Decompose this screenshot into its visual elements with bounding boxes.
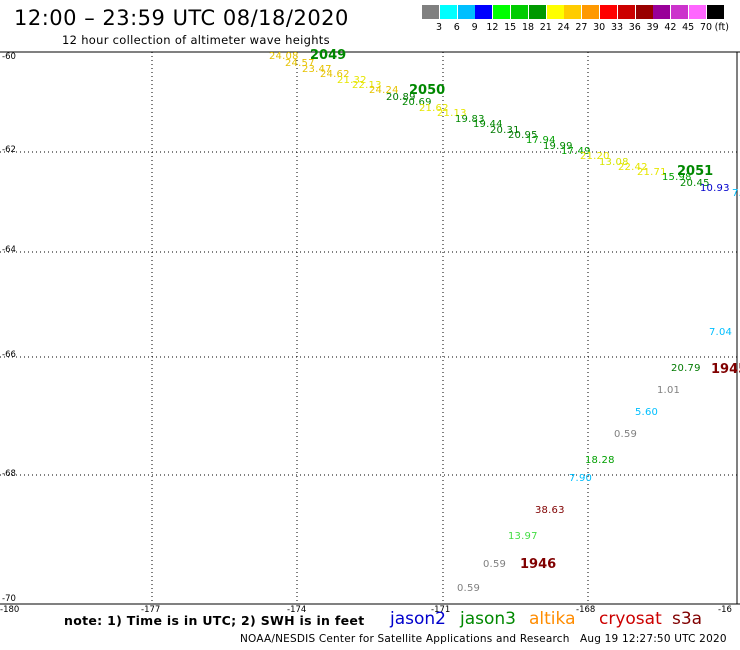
color-swatch (635, 5, 653, 19)
longitude-label: -168 (576, 605, 596, 615)
longitude-label: -16 (718, 605, 732, 615)
wave-height-value: 17.94 (526, 135, 556, 146)
wave-height-value: 19.44 (473, 119, 503, 130)
pass-number: 2050 (409, 83, 446, 98)
color-swatch (689, 5, 706, 19)
wave-height-value: 1.01 (657, 385, 681, 396)
wave-height-value: 19.99 (543, 141, 573, 152)
latitude-label: -68 (2, 469, 16, 479)
longitude-label: -171 (431, 605, 451, 615)
color-scale-label: 42 (664, 22, 677, 33)
wave-height-value: 0.59 (614, 429, 638, 440)
wave-height-value: 22.13 (352, 80, 382, 91)
wave-height-value: 20.79 (671, 363, 701, 374)
satellite-legend-item: jason3 (460, 609, 516, 629)
color-swatch (582, 5, 600, 19)
wave-height-value: 0.59 (457, 583, 481, 594)
wave-height-value: 21.62 (419, 103, 449, 114)
color-swatch (439, 5, 457, 19)
color-scale-label: 39 (646, 22, 659, 33)
pass-number: 1945 (711, 362, 740, 377)
color-scale-label: 36 (628, 22, 641, 33)
wave-height-value: 20.31 (490, 125, 520, 136)
color-scale-label: 3 (435, 22, 443, 33)
latitude-label: -62 (2, 145, 16, 155)
color-swatch (511, 5, 528, 19)
longitude-label: -177 (141, 605, 161, 615)
wave-height-value: 20.95 (508, 130, 538, 141)
wave-height-value: 21.13 (437, 108, 467, 119)
satellite-legend-item: altika (529, 609, 576, 629)
wave-height-value: 20.69 (402, 97, 432, 108)
wave-height-value: 13.97 (508, 531, 538, 542)
satellite-legend-item: jason2 (390, 609, 446, 629)
wave-height-value: 23.47 (302, 64, 332, 75)
color-swatch (600, 5, 617, 19)
wave-height-value: 19.83 (455, 114, 485, 125)
color-scale-unit: (ft) (714, 22, 729, 33)
wave-height-value: 7.90 (569, 473, 593, 484)
color-swatch (493, 5, 511, 19)
wave-height-value: 22.42 (618, 162, 648, 173)
color-scale-label: 6 (453, 22, 460, 33)
color-scale-label: 21 (539, 22, 552, 33)
color-scale-label: 15 (504, 22, 517, 33)
longitude-label: -174 (287, 605, 307, 615)
color-swatch (706, 5, 724, 19)
latitude-label: -66 (2, 350, 16, 360)
map-title: 12:00 – 23:59 UTC 08/18/2020 (14, 6, 349, 30)
map-subtitle: 12 hour collection of altimeter wave hei… (62, 33, 330, 47)
wave-height-value: 21.71 (637, 167, 667, 178)
latitude-label: -60 (2, 52, 16, 62)
color-scale-label: 18 (521, 22, 535, 33)
latitude-label: -64 (2, 245, 16, 255)
color-swatch (564, 5, 582, 19)
color-scale-label: 30 (593, 22, 606, 33)
color-swatch (528, 5, 546, 19)
wave-height-value: 5.60 (635, 407, 659, 418)
satellite-legend-item: s3a (672, 609, 703, 629)
pass-number: 2049 (310, 48, 347, 63)
color-scale-label: 9 (471, 22, 478, 33)
color-scale-label: 70 (699, 22, 713, 33)
latitude-label: -70 (2, 594, 16, 604)
longitude-label: -180 (0, 605, 20, 615)
satellite-legend-item: cryosat (599, 609, 662, 629)
color-scale-label: 33 (610, 22, 624, 33)
generation-timestamp: Aug 19 12:27:50 UTC 2020 (580, 633, 727, 645)
wave-height-value: 24.24 (369, 85, 399, 96)
color-swatch (475, 5, 493, 19)
color-swatch (617, 5, 635, 19)
wave-height-value: 7. (732, 188, 740, 199)
pass-number: 1946 (520, 557, 557, 572)
wave-height-value: 38.63 (535, 505, 565, 516)
color-scale-label: 45 (682, 22, 695, 33)
wave-height-value: 24.62 (320, 69, 350, 80)
wave-height-value: 20.45 (680, 178, 710, 189)
color-swatch (457, 5, 475, 19)
wave-height-value: 20.89 (386, 92, 416, 103)
pass-number: 2051 (677, 164, 714, 179)
color-swatch (653, 5, 671, 19)
credit-text: NOAA/NESDIS Center for Satellite Applica… (240, 633, 570, 645)
color-scale-label: 24 (557, 22, 570, 33)
wave-height-value: 21.20 (580, 151, 610, 162)
wave-height-value: 21.32 (337, 75, 367, 86)
wave-height-value: 24.08 (269, 51, 299, 62)
wave-height-value: 7.04 (709, 327, 733, 338)
wave-height-value: 10.93 (700, 183, 730, 194)
wave-height-value: 18.28 (585, 455, 615, 466)
wave-height-value: 17.49 (561, 146, 591, 157)
color-swatch (422, 5, 439, 19)
color-swatch (671, 5, 689, 19)
footer-note: note: 1) Time is in UTC; 2) SWH is in fe… (64, 613, 365, 628)
wave-height-value: 24.57 (285, 58, 315, 69)
wave-height-value: 13.08 (599, 157, 629, 168)
color-scale-label: 27 (575, 22, 588, 33)
color-swatch (546, 5, 564, 19)
wave-height-value: 15.98 (662, 172, 692, 183)
wave-height-value: 0.59 (483, 559, 507, 570)
color-scale-label: 12 (486, 22, 499, 33)
